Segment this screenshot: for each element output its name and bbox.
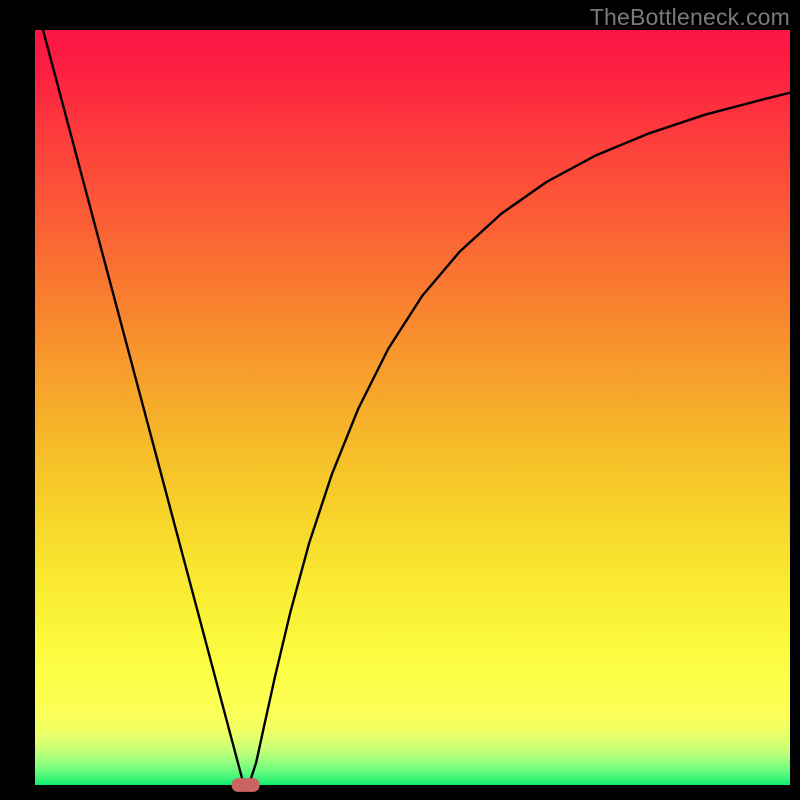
plot-background <box>35 30 790 785</box>
figure-root: TheBottleneck.com <box>0 0 800 800</box>
watermark-text: TheBottleneck.com <box>590 4 790 31</box>
chart-svg <box>0 0 800 800</box>
optimal-marker <box>232 779 259 792</box>
